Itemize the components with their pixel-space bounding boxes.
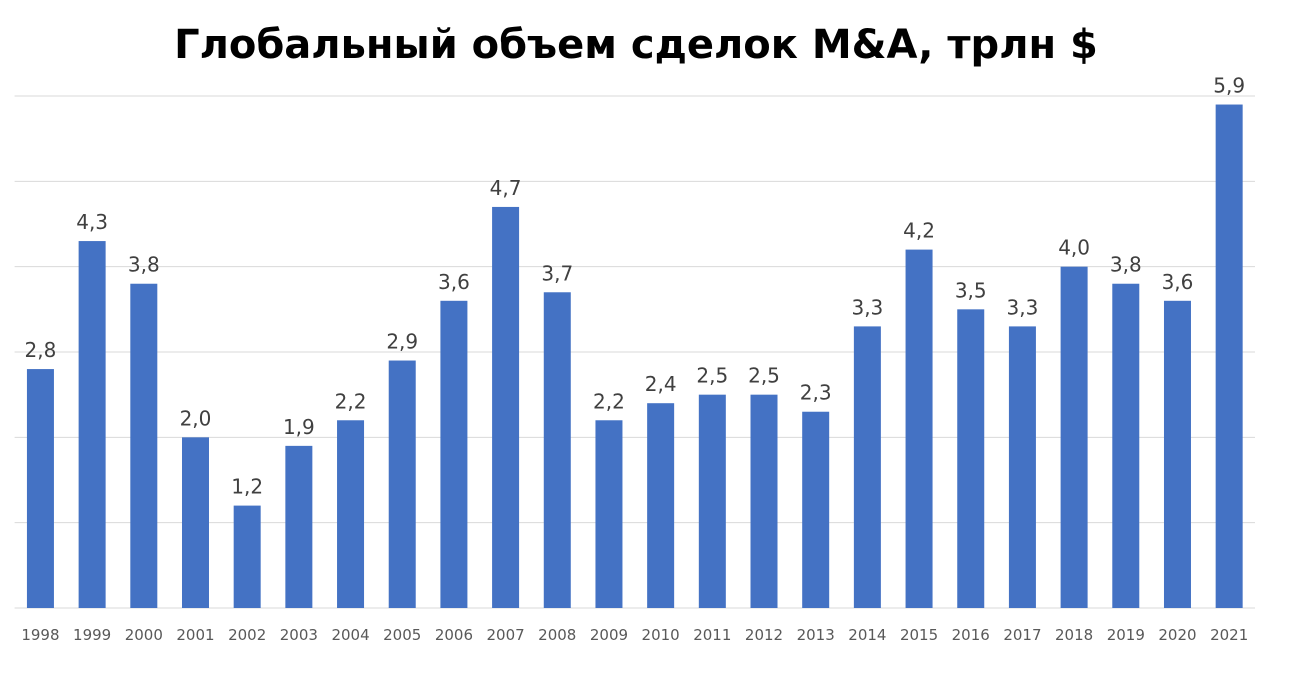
bar-2018 <box>1060 266 1088 608</box>
data-label-2012: 2,5 <box>748 364 780 388</box>
x-tick-2009: 2009 <box>590 626 628 644</box>
bar-2009 <box>595 420 623 608</box>
data-label-2011: 2,5 <box>696 364 728 388</box>
x-tick-2021: 2021 <box>1210 626 1248 644</box>
bar-2013 <box>802 411 830 608</box>
data-label-1998: 2,8 <box>25 338 57 362</box>
chart-title: Глобальный объем сделок M&A, трлн $ <box>174 22 1098 68</box>
data-label-2000: 3,8 <box>128 253 160 277</box>
data-label-2021: 5,9 <box>1213 74 1245 98</box>
x-tick-2007: 2007 <box>486 626 524 644</box>
data-labels: 2,8 4,3 3,8 2,0 1,2 1,9 2,2 2,9 3,6 4,7 3,7 2,2 2,4 2… <box>25 74 1246 499</box>
data-label-2002: 1,2 <box>231 475 263 499</box>
x-tick-1999: 1999 <box>73 626 111 644</box>
data-label-2005: 2,9 <box>386 330 418 354</box>
bar-2014 <box>853 326 881 608</box>
x-tick-2004: 2004 <box>331 626 369 644</box>
bar-2007 <box>492 206 520 608</box>
x-tick-1998: 1998 <box>21 626 59 644</box>
x-tick-2002: 2002 <box>228 626 266 644</box>
x-tick-2014: 2014 <box>848 626 886 644</box>
data-label-2018: 4,0 <box>1058 236 1090 260</box>
data-label-2017: 3,3 <box>1007 295 1039 319</box>
x-tick-2020: 2020 <box>1158 626 1196 644</box>
bar-2003 <box>285 445 313 608</box>
bar-2019 <box>1112 283 1140 608</box>
x-tick-2001: 2001 <box>176 626 214 644</box>
bar-2004 <box>337 420 365 608</box>
bar-1998 <box>26 369 54 608</box>
x-tick-2015: 2015 <box>900 626 938 644</box>
bar-2015 <box>905 249 933 608</box>
x-tick-2000: 2000 <box>125 626 163 644</box>
bar-2020 <box>1163 300 1191 608</box>
data-label-2009: 2,2 <box>593 389 625 413</box>
data-label-2001: 2,0 <box>180 406 212 430</box>
x-axis-ticks: 1998 1999 2000 2001 2002 2003 2004 2005 2006 2007… <box>21 626 1248 644</box>
bar-2005 <box>388 360 416 608</box>
x-tick-2010: 2010 <box>642 626 680 644</box>
bar-2006 <box>440 300 468 608</box>
data-label-2004: 2,2 <box>335 389 367 413</box>
data-label-2015: 4,2 <box>903 219 935 243</box>
bar-2012 <box>750 394 778 608</box>
x-tick-2017: 2017 <box>1003 626 1041 644</box>
x-tick-2006: 2006 <box>435 626 473 644</box>
data-label-2019: 3,8 <box>1110 253 1142 277</box>
bar-2011 <box>698 394 726 608</box>
data-label-1999: 4,3 <box>76 210 108 234</box>
x-tick-2008: 2008 <box>538 626 576 644</box>
x-tick-2005: 2005 <box>383 626 421 644</box>
bar-2008 <box>543 292 571 608</box>
bar-2017 <box>1008 326 1036 608</box>
bar-2000 <box>130 283 158 608</box>
data-label-2016: 3,5 <box>955 278 987 302</box>
gridlines <box>14 95 1255 609</box>
data-label-2010: 2,4 <box>645 372 677 396</box>
x-tick-2013: 2013 <box>797 626 835 644</box>
bar-2016 <box>957 309 985 608</box>
data-label-2003: 1,9 <box>283 415 315 439</box>
data-label-2007: 4,7 <box>490 176 522 200</box>
bars <box>26 104 1243 609</box>
data-label-2014: 3,3 <box>851 295 883 319</box>
bar-2010 <box>647 403 675 608</box>
x-tick-2003: 2003 <box>280 626 318 644</box>
bar-1999 <box>78 241 106 609</box>
x-tick-2011: 2011 <box>693 626 731 644</box>
bar-2021 <box>1215 104 1243 609</box>
data-label-2008: 3,7 <box>541 261 573 285</box>
bar-2002 <box>233 505 261 608</box>
x-tick-2016: 2016 <box>952 626 990 644</box>
data-label-2006: 3,6 <box>438 270 470 294</box>
x-tick-2019: 2019 <box>1107 626 1145 644</box>
data-label-2013: 2,3 <box>800 381 832 405</box>
bar-2001 <box>181 437 209 608</box>
data-label-2020: 3,6 <box>1162 270 1194 294</box>
x-tick-2018: 2018 <box>1055 626 1093 644</box>
x-tick-2012: 2012 <box>745 626 783 644</box>
